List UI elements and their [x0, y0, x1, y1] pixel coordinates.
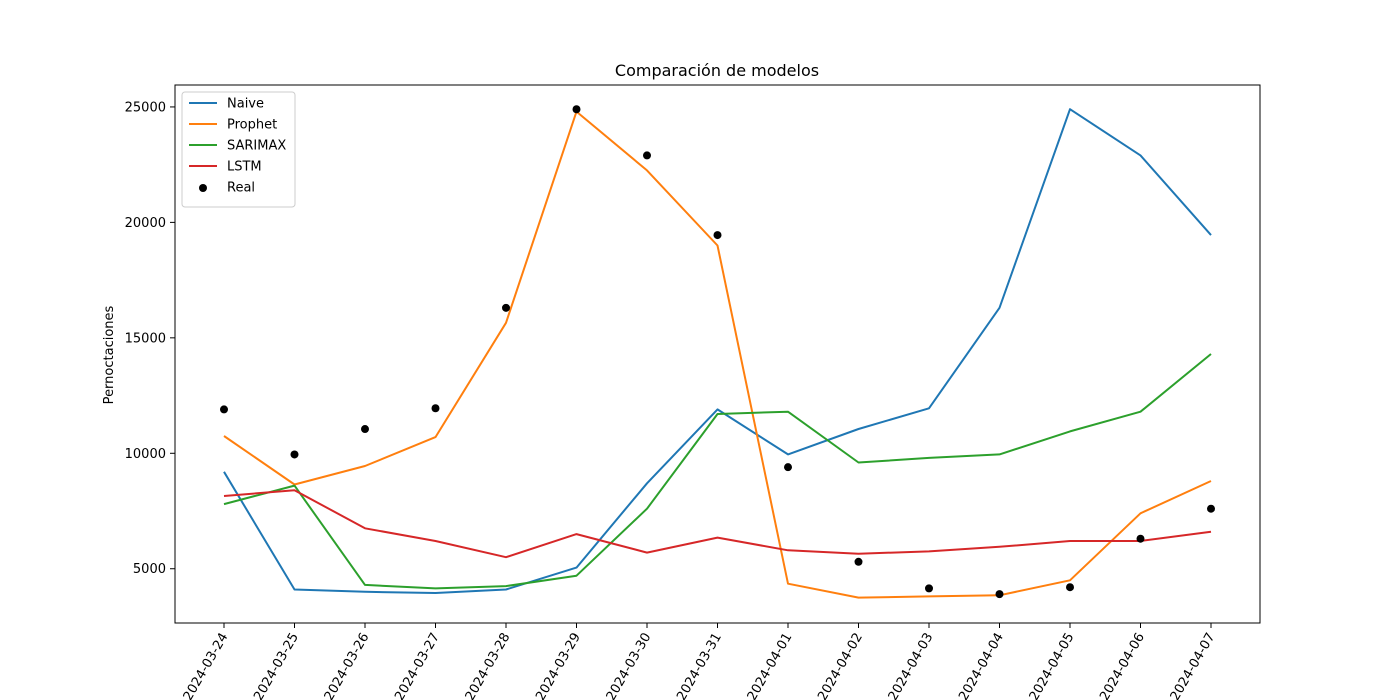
series-line-prophet: [223, 110, 1212, 599]
x-tick-label: 2024-03-31: [674, 631, 725, 700]
data-point-real: [502, 303, 510, 312]
x-tick-label: 2024-04-03: [886, 631, 937, 700]
x-tick-label: 2024-03-26: [322, 631, 373, 700]
legend-label-naive: Naive: [227, 97, 264, 112]
data-point-real: [1207, 504, 1215, 513]
x-tick-label: 2024-04-04: [956, 631, 1007, 700]
data-point-real: [361, 425, 369, 434]
x-tick-label: 2024-03-29: [533, 631, 584, 700]
plot-frame: [174, 84, 1261, 624]
legend-label-sarimax: SARIMAX: [227, 139, 286, 154]
x-tick-label: 2024-04-01: [745, 631, 796, 700]
y-axis-label: Pernoctaciones: [102, 305, 117, 404]
series-line-sarimax: [223, 353, 1212, 590]
data-point-real: [925, 584, 933, 593]
y-tick-label: 25000: [125, 100, 166, 115]
legend-label-lstm: LSTM: [227, 160, 262, 175]
y-tick-label: 10000: [125, 447, 166, 462]
data-point-real: [290, 450, 299, 459]
x-tick-label: 2024-03-24: [181, 631, 232, 700]
legend-marker-real: [199, 184, 207, 192]
series-line-lstm: [223, 489, 1212, 559]
data-point-real: [431, 404, 440, 413]
y-tick-label: 15000: [125, 331, 166, 346]
data-point-real: [643, 151, 651, 160]
x-tick-label: 2024-03-30: [604, 631, 655, 700]
data-point-real: [1136, 534, 1145, 543]
x-tick-label: 2024-03-28: [463, 631, 514, 700]
x-tick-label: 2024-03-25: [251, 631, 302, 700]
x-tick-label: 2024-04-05: [1027, 631, 1078, 700]
legend-label-real: Real: [227, 181, 255, 196]
data-point-real: [572, 105, 581, 114]
data-point-real: [854, 557, 863, 566]
data-point-real: [220, 405, 228, 414]
y-tick-label: 5000: [133, 562, 166, 577]
x-tick-label: 2024-04-07: [1168, 631, 1219, 700]
chart-title: Comparación de modelos: [615, 61, 819, 80]
y-tick-label: 20000: [125, 216, 166, 231]
legend-box: [181, 91, 296, 208]
x-tick-label: 2024-04-06: [1097, 631, 1148, 700]
legend-label-prophet: Prophet: [227, 118, 277, 133]
x-tick-label: 2024-03-27: [392, 631, 443, 700]
data-point-real: [713, 231, 722, 240]
series-line-naive: [223, 108, 1212, 594]
x-tick-label: 2024-04-02: [815, 631, 866, 700]
data-point-real: [784, 463, 792, 472]
data-point-real: [1066, 583, 1074, 592]
data-point-real: [995, 590, 1004, 599]
